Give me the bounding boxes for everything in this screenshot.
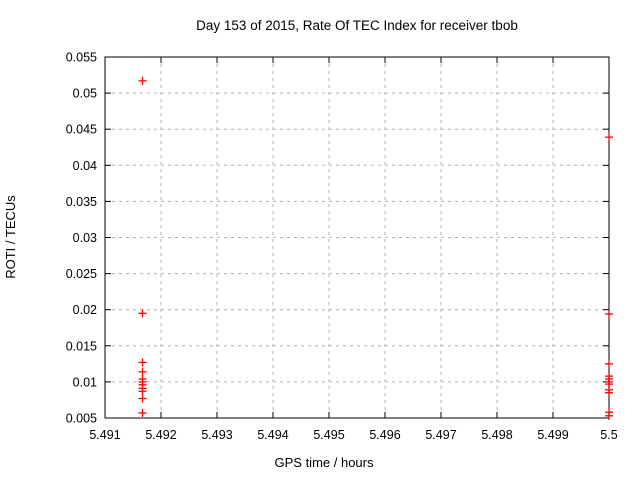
x-tick-label: 5.493 xyxy=(201,428,232,442)
x-tick-label: 5.494 xyxy=(257,428,288,442)
chart-title: Day 153 of 2015, Rate Of TEC Index for r… xyxy=(196,18,518,33)
x-tick-label: 5.5 xyxy=(600,428,617,442)
x-tick-label: 5.496 xyxy=(369,428,400,442)
x-tick-label: 5.498 xyxy=(481,428,512,442)
x-tick-label: 5.497 xyxy=(425,428,456,442)
y-tick-label: 0.005 xyxy=(66,412,97,426)
y-tick-label: 0.045 xyxy=(66,123,97,137)
x-tick-label: 5.495 xyxy=(313,428,344,442)
y-tick-label: 0.035 xyxy=(66,195,97,209)
plot-dynamic-layer: 0.005 0.01 0.015 0.02 0.025 0.03 0.035 0.04 0.04… xyxy=(66,51,618,443)
y-tick-label: 0.015 xyxy=(66,339,97,353)
y-tick-label: 0.01 xyxy=(73,375,97,389)
x-tick-label: 5.491 xyxy=(89,428,120,442)
x-tick-label: 5.499 xyxy=(537,428,568,442)
y-tick-label: 0.03 xyxy=(73,231,97,245)
y-tick-label: 0.055 xyxy=(66,51,97,65)
y-tick-label: 0.025 xyxy=(66,267,97,281)
y-axis-label: ROTI / TECUs xyxy=(3,195,18,279)
y-tick-label: 0.05 xyxy=(73,87,97,101)
x-axis-label: GPS time / hours xyxy=(275,455,374,470)
x-tick-label: 5.492 xyxy=(145,428,176,442)
y-tick-label: 0.02 xyxy=(73,303,97,317)
y-tick-label: 0.04 xyxy=(73,159,97,173)
